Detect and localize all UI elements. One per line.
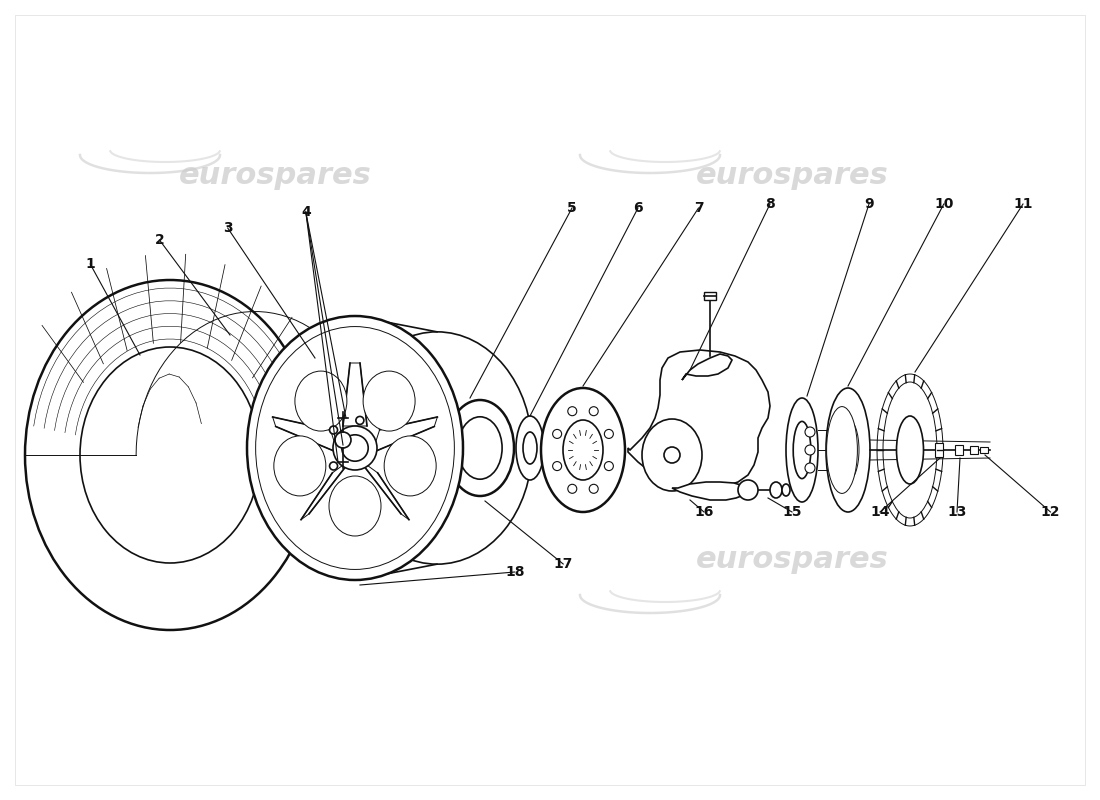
Bar bbox=[970, 446, 978, 454]
Circle shape bbox=[336, 432, 351, 448]
Circle shape bbox=[356, 417, 364, 425]
Polygon shape bbox=[682, 354, 732, 380]
Text: 2: 2 bbox=[155, 233, 164, 247]
Text: 3: 3 bbox=[223, 221, 232, 235]
Ellipse shape bbox=[883, 382, 937, 518]
Text: eurospares: eurospares bbox=[695, 162, 889, 190]
Ellipse shape bbox=[248, 316, 463, 580]
Text: 18: 18 bbox=[505, 565, 525, 579]
Circle shape bbox=[664, 447, 680, 463]
Text: 15: 15 bbox=[782, 505, 802, 519]
Ellipse shape bbox=[563, 420, 603, 480]
Circle shape bbox=[330, 426, 338, 434]
Ellipse shape bbox=[384, 436, 437, 496]
Text: 16: 16 bbox=[694, 505, 714, 519]
Text: 8: 8 bbox=[766, 197, 774, 211]
Bar bbox=[704, 292, 716, 300]
Text: 13: 13 bbox=[947, 505, 967, 519]
Ellipse shape bbox=[782, 484, 790, 496]
Circle shape bbox=[568, 406, 576, 416]
Polygon shape bbox=[343, 363, 367, 426]
Bar bbox=[935, 443, 943, 457]
Text: 11: 11 bbox=[1013, 197, 1033, 211]
Text: 12: 12 bbox=[1041, 505, 1060, 519]
Text: 4: 4 bbox=[301, 205, 310, 219]
Circle shape bbox=[330, 462, 338, 470]
Text: 10: 10 bbox=[934, 197, 954, 211]
Text: 1: 1 bbox=[86, 257, 95, 271]
Ellipse shape bbox=[896, 416, 924, 484]
Ellipse shape bbox=[826, 406, 857, 494]
Circle shape bbox=[590, 406, 598, 416]
Circle shape bbox=[805, 463, 815, 473]
Ellipse shape bbox=[274, 436, 326, 496]
Polygon shape bbox=[301, 458, 352, 520]
Ellipse shape bbox=[458, 417, 502, 479]
Text: 7: 7 bbox=[694, 201, 703, 215]
Ellipse shape bbox=[342, 435, 369, 461]
Text: 5: 5 bbox=[568, 201, 576, 215]
Polygon shape bbox=[672, 482, 748, 500]
Ellipse shape bbox=[446, 400, 514, 496]
Ellipse shape bbox=[826, 388, 870, 512]
Ellipse shape bbox=[786, 398, 818, 502]
Circle shape bbox=[604, 430, 614, 438]
Text: 6: 6 bbox=[634, 201, 642, 215]
Polygon shape bbox=[273, 417, 338, 453]
Ellipse shape bbox=[333, 426, 377, 470]
Ellipse shape bbox=[837, 419, 859, 481]
Circle shape bbox=[805, 427, 815, 437]
Text: 17: 17 bbox=[553, 557, 573, 571]
Polygon shape bbox=[628, 350, 770, 490]
Ellipse shape bbox=[642, 419, 702, 491]
Circle shape bbox=[604, 462, 614, 470]
Ellipse shape bbox=[793, 422, 811, 478]
Text: 9: 9 bbox=[865, 197, 873, 211]
Bar bbox=[955, 445, 962, 455]
Ellipse shape bbox=[363, 371, 415, 431]
Circle shape bbox=[805, 445, 815, 455]
Circle shape bbox=[552, 430, 562, 438]
Ellipse shape bbox=[522, 432, 537, 464]
Circle shape bbox=[552, 462, 562, 470]
Circle shape bbox=[590, 484, 598, 494]
Text: 14: 14 bbox=[870, 505, 890, 519]
Ellipse shape bbox=[738, 480, 758, 500]
Polygon shape bbox=[359, 458, 409, 520]
Ellipse shape bbox=[329, 476, 381, 536]
Bar bbox=[980, 447, 988, 453]
Text: eurospares: eurospares bbox=[178, 162, 372, 190]
Ellipse shape bbox=[295, 371, 346, 431]
Circle shape bbox=[568, 484, 576, 494]
Polygon shape bbox=[372, 417, 438, 453]
Ellipse shape bbox=[770, 482, 782, 498]
Ellipse shape bbox=[516, 416, 544, 480]
Text: eurospares: eurospares bbox=[695, 546, 889, 574]
Ellipse shape bbox=[541, 388, 625, 512]
